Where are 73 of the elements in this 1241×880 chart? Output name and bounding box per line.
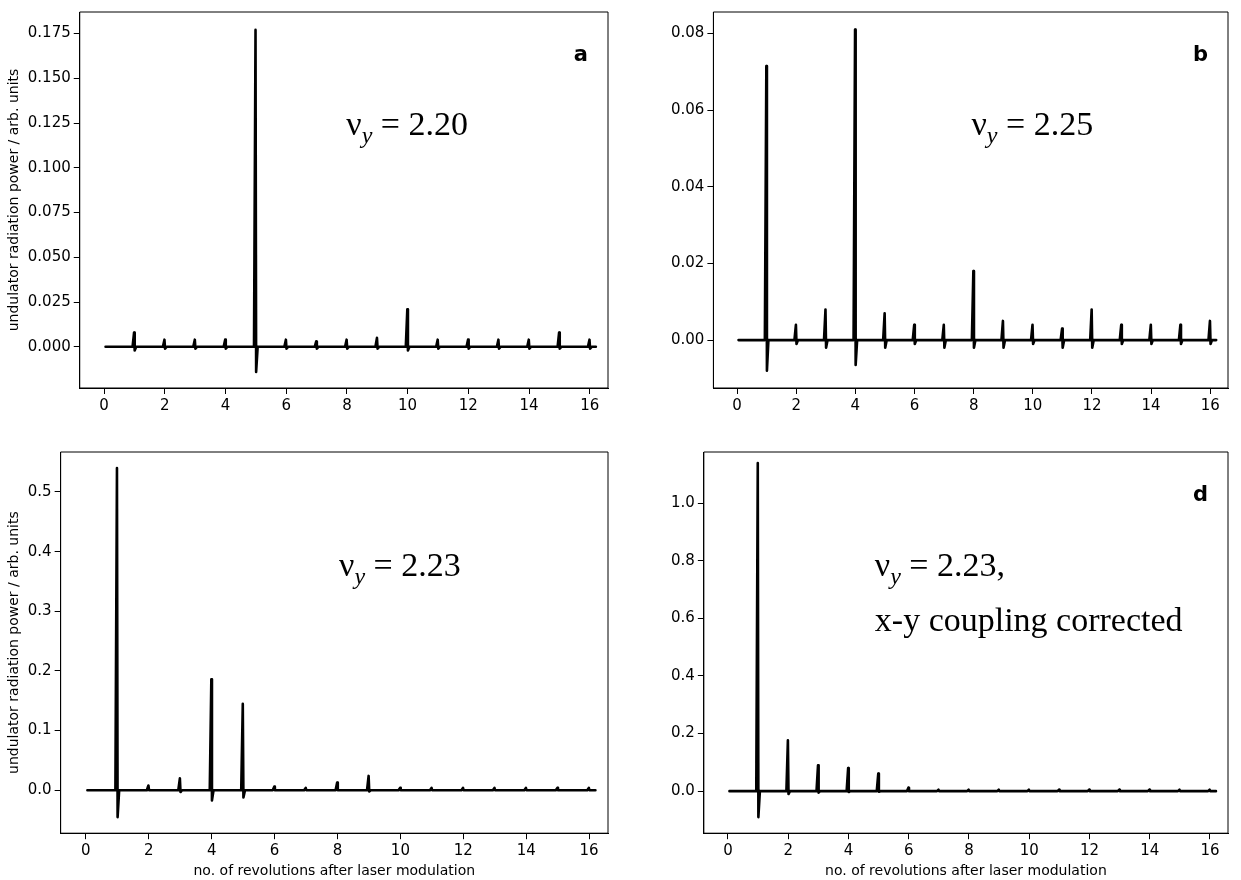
annotation: ν$_{y}$ = 2.20 (346, 104, 468, 151)
x-tick-label: 6 (281, 395, 291, 414)
y-axis-title: undulator radiation power / arb. units (5, 68, 22, 332)
x-tick-label: 6 (269, 841, 280, 860)
x-tick-label: 8 (968, 395, 979, 414)
y-tick-label: 0.175 (27, 23, 71, 42)
x-axis-title: no. of revolutions after laser modulation (825, 862, 1107, 879)
y-axis-title: undulator radiation power / arb. units (5, 511, 22, 774)
x-tick-label: 14 (516, 841, 536, 860)
x-tick-label: 4 (843, 841, 854, 860)
y-tick-label: 0.0 (671, 781, 695, 800)
x-tick-label: 0 (732, 395, 742, 414)
x-tick-label: 12 (458, 395, 478, 414)
annotation: ν$_{y}$ = 2.23 (339, 545, 461, 592)
y-tick-label: 0.02 (670, 253, 705, 272)
y-tick-label: 0.00 (670, 329, 705, 348)
y-tick-label: 0.04 (670, 176, 705, 195)
y-tick-label: 0.3 (27, 601, 52, 620)
y-tick-label: 0.4 (27, 541, 52, 560)
y-tick-label: 0.2 (27, 660, 52, 679)
x-tick-label: 6 (903, 841, 914, 860)
x-tick-label: 16 (1200, 395, 1220, 414)
x-tick-label: 14 (519, 395, 539, 414)
annotation: ν$_{y}$ = 2.25 (971, 104, 1094, 151)
y-tick-label: 0.5 (27, 481, 52, 500)
x-tick-label: 16 (579, 841, 599, 860)
y-tick-label: 0.08 (670, 23, 705, 42)
x-tick-label: 8 (332, 841, 343, 860)
y-tick-label: 1.0 (671, 493, 695, 512)
x-tick-label: 10 (398, 395, 418, 414)
x-tick-label: 16 (1200, 841, 1220, 860)
text: d (1192, 482, 1208, 506)
y-tick-label: 0.06 (670, 100, 705, 119)
x-tick-label: 4 (206, 841, 217, 860)
x-tick-label: 2 (159, 395, 170, 414)
x-tick-label: 16 (580, 395, 600, 414)
x-tick-label: 0 (99, 395, 109, 414)
x-tick-label: 4 (220, 395, 231, 414)
y-tick-label: 0.0 (27, 780, 52, 799)
y-tick-label: 0.6 (671, 608, 695, 627)
annotation: x-y coupling corrected (874, 600, 1183, 641)
x-tick-label: 4 (850, 395, 861, 414)
x-tick-label: 12 (1079, 841, 1099, 860)
x-tick-label: 10 (1019, 841, 1039, 860)
y-tick-label: 0.4 (671, 665, 695, 684)
x-tick-label: 2 (143, 841, 154, 860)
text: b (1192, 42, 1208, 66)
annotation: ν$_{y}$ = 2.23, (874, 545, 1007, 592)
y-tick-label: 0.050 (27, 247, 71, 266)
x-tick-label: 14 (1141, 395, 1161, 414)
y-tick-label: 0.000 (27, 336, 71, 355)
x-tick-label: 12 (453, 841, 473, 860)
x-tick-label: 8 (964, 841, 974, 860)
x-tick-label: 2 (783, 841, 793, 860)
y-tick-label: 0.075 (27, 202, 71, 221)
y-tick-label: 0.125 (27, 112, 71, 131)
x-tick-label: 2 (791, 395, 801, 414)
x-tick-label: 6 (909, 395, 920, 414)
x-tick-label: 10 (1023, 395, 1043, 414)
x-tick-label: 8 (342, 395, 352, 414)
y-tick-label: 0.025 (27, 291, 71, 310)
x-tick-label: 0 (81, 841, 91, 860)
x-tick-label: 10 (390, 841, 410, 860)
text: a (573, 42, 588, 66)
x-axis-title: no. of revolutions after laser modulation (193, 862, 476, 879)
x-tick-label: 12 (1082, 395, 1102, 414)
y-tick-label: 0.8 (671, 550, 695, 569)
x-tick-label: 0 (723, 841, 733, 860)
y-tick-label: 0.150 (27, 68, 71, 87)
y-tick-label: 0.2 (671, 723, 695, 742)
y-tick-label: 0.1 (27, 720, 52, 739)
x-tick-label: 14 (1140, 841, 1160, 860)
y-tick-label: 0.100 (27, 157, 71, 176)
